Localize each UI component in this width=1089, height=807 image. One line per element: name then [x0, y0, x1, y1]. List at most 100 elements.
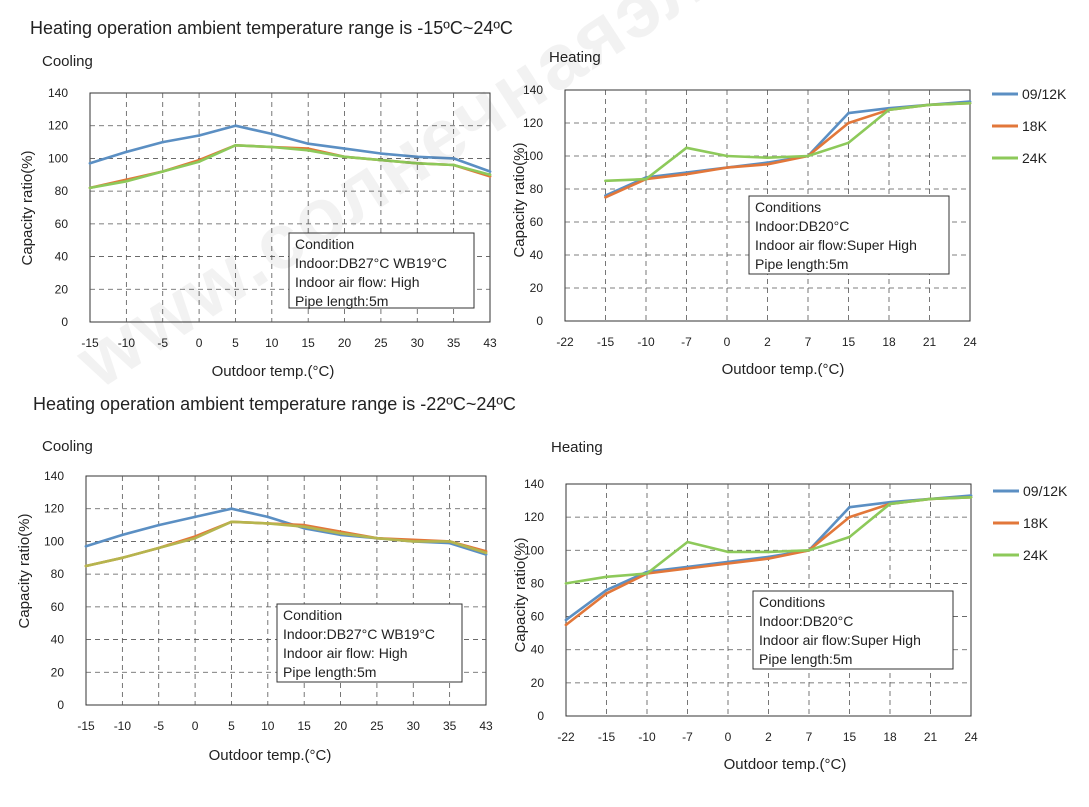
y-axis-label: Capacity ratio(%)	[19, 150, 36, 265]
data-point	[270, 132, 274, 136]
x-tick-label: -22	[557, 730, 575, 744]
conditions-line: Conditions	[755, 199, 821, 215]
y-axis-label: Capacity ratio(%)	[512, 537, 529, 652]
x-tick-label: -15	[598, 730, 616, 744]
data-point	[415, 155, 419, 159]
chart-1: 0 20 40 60 80 100 120 140 -15 -10 -5 0 5 10 15 20 25 30 35…	[19, 53, 497, 380]
data-point	[193, 536, 197, 540]
conditions-box	[288, 232, 475, 309]
conditions-line: Indoor:DB27°C WB19°C	[283, 626, 435, 642]
x-tick-label: -5	[153, 719, 164, 733]
data-point	[605, 592, 608, 595]
x-tick-label: -7	[681, 335, 692, 349]
series-line-1	[604, 100, 972, 197]
data-point	[686, 567, 689, 570]
x-tick-label: 30	[407, 719, 421, 733]
series-line-3	[604, 101, 972, 183]
data-point	[685, 172, 688, 176]
data-point	[88, 186, 92, 190]
data-point	[234, 124, 237, 128]
x-tick-label: 21	[924, 730, 938, 744]
conditions-line: Conditions	[759, 594, 825, 610]
x-tick-label: 24	[963, 335, 977, 349]
legend-label: 18K	[1023, 515, 1049, 531]
conditions-line: Pipe length:5m	[295, 293, 388, 309]
x-tick-label: 35	[447, 336, 461, 350]
x-tick-label: -10	[114, 719, 132, 733]
x-tick-label: 10	[261, 719, 275, 733]
y-tick-label: 120	[48, 119, 68, 133]
x-tick-label: -10	[118, 336, 136, 350]
x-tick-label: 0	[192, 719, 199, 733]
x-tick-label: 15	[302, 336, 316, 350]
series-line-2	[88, 144, 492, 190]
data-point	[564, 623, 568, 627]
conditions-box	[748, 195, 950, 275]
data-point	[415, 162, 419, 165]
data-point	[929, 497, 932, 501]
x-tick-label: 18	[883, 730, 897, 744]
data-point	[121, 533, 124, 537]
x-tick-label: 15	[843, 730, 857, 744]
conditions-line: Indoor air flow:Super High	[759, 632, 921, 648]
data-point	[306, 142, 310, 146]
x-tick-label: 24	[964, 730, 978, 744]
data-point	[197, 160, 201, 163]
data-point	[157, 546, 161, 550]
data-point	[411, 540, 415, 543]
data-point	[343, 155, 346, 159]
y-tick-label: 40	[55, 250, 69, 264]
data-point	[806, 154, 810, 158]
conditions-line: Condition	[295, 236, 354, 252]
data-point	[848, 515, 851, 519]
data-point	[605, 575, 608, 579]
data-point	[605, 588, 608, 592]
y-tick-label: 0	[537, 709, 544, 723]
y-tick-label: 120	[523, 116, 543, 130]
x-tick-label: 35	[443, 719, 457, 733]
data-point	[125, 150, 128, 154]
data-point	[767, 557, 770, 560]
section-heading-2: Heating operation ambient temperature ra…	[33, 394, 516, 414]
plot-frame	[85, 475, 487, 706]
x-tick-label: 0	[725, 730, 732, 744]
series-line-3	[84, 520, 488, 568]
data-point	[847, 111, 850, 115]
data-point	[564, 582, 568, 585]
data-point	[725, 154, 729, 158]
data-point	[488, 173, 492, 177]
data-point	[161, 170, 165, 173]
y-tick-label: 140	[44, 469, 64, 483]
series-line-2	[604, 101, 972, 199]
y-tick-label: 120	[524, 510, 544, 524]
y-tick-label: 80	[51, 567, 65, 581]
x-tick-label: 7	[806, 730, 813, 744]
data-point	[928, 103, 931, 107]
data-point	[725, 166, 729, 169]
data-point	[645, 572, 649, 575]
data-point	[270, 145, 274, 149]
data-point	[125, 180, 128, 183]
x-tick-label: 21	[923, 335, 937, 349]
y-tick-label: 40	[530, 248, 544, 262]
data-point	[969, 495, 973, 499]
x-tick-label: 5	[232, 336, 239, 350]
data-point	[193, 515, 197, 519]
x-tick-label: 15	[298, 719, 312, 733]
y-axis-label: Capacity ratio(%)	[511, 142, 528, 257]
x-tick-label: 0	[196, 336, 203, 350]
x-tick-label: -10	[637, 335, 655, 349]
x-axis-label: Outdoor temp.(°C)	[212, 363, 335, 380]
data-point	[266, 522, 270, 525]
y-tick-label: 40	[531, 643, 545, 657]
x-tick-label: -10	[638, 730, 656, 744]
data-point	[379, 158, 383, 162]
data-point	[230, 507, 233, 511]
x-axis-label: Outdoor temp.(°C)	[209, 747, 332, 764]
x-tick-label: 2	[764, 335, 771, 349]
x-axis-label: Outdoor temp.(°C)	[722, 361, 845, 378]
data-point	[306, 148, 310, 152]
legend-label: 18K	[1022, 118, 1048, 134]
data-point	[88, 162, 92, 165]
